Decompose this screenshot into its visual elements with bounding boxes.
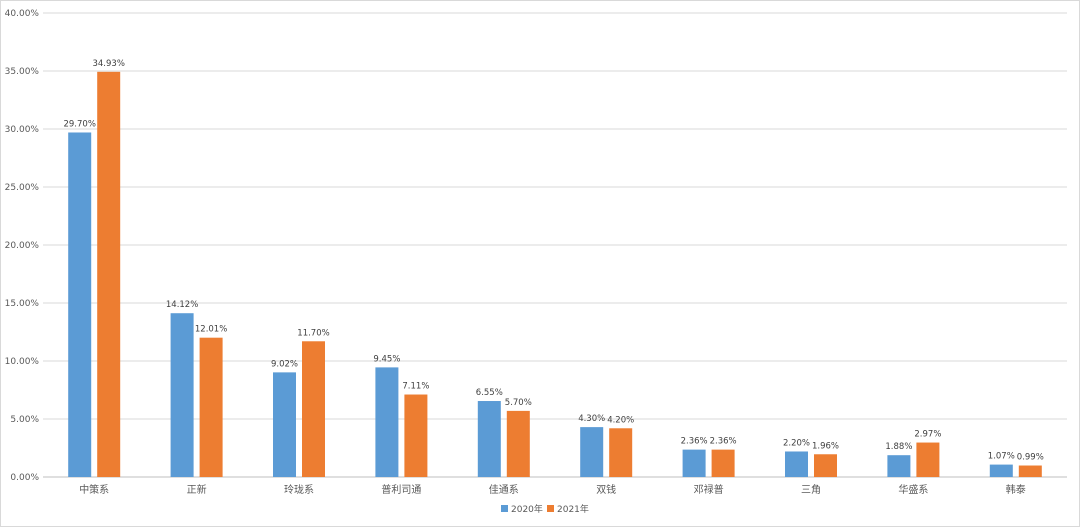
legend: 2020年 2021年 xyxy=(501,503,589,515)
category-label: 三角 xyxy=(801,484,821,496)
data-label: 2.97% xyxy=(914,430,941,440)
y-tick-label: 20.00% xyxy=(5,241,40,251)
legend-swatch xyxy=(547,505,554,512)
bar-s2 xyxy=(302,341,325,477)
bar-s1 xyxy=(887,455,911,477)
y-tick-label: 5.00% xyxy=(10,415,39,425)
data-label: 2.36% xyxy=(710,437,737,447)
bar-s2 xyxy=(97,71,121,477)
data-label: 4.20% xyxy=(607,415,634,425)
y-tick-label: 15.00% xyxy=(5,299,40,309)
bar-s1 xyxy=(682,449,706,477)
bar-s1 xyxy=(477,401,501,477)
category-label: 玲珑系 xyxy=(284,484,314,496)
data-label: 6.55% xyxy=(476,388,503,398)
data-label: 9.45% xyxy=(373,354,400,364)
bar-s1 xyxy=(375,367,399,477)
bar-s2 xyxy=(609,428,633,477)
y-tick-label: 25.00% xyxy=(5,183,40,193)
bar-s1 xyxy=(580,427,604,477)
data-label: 2.36% xyxy=(681,437,708,447)
bar-s2 xyxy=(404,394,428,477)
data-label: 9.02% xyxy=(271,359,298,369)
data-label: 7.11% xyxy=(402,382,429,392)
y-tick-label: 0.00% xyxy=(10,473,39,483)
category-label: 佳通系 xyxy=(489,483,519,496)
data-label: 2.20% xyxy=(783,438,810,448)
data-label: 11.70% xyxy=(297,328,329,338)
category-label: 邓禄普 xyxy=(694,483,724,496)
data-label: 1.96% xyxy=(812,441,839,451)
gridlines xyxy=(43,12,1067,478)
bar-s1 xyxy=(273,372,296,477)
y-axis-ticks: 0.00% 5.00% 10.00% 15.00% 20.00% 25.00% 30.00%… xyxy=(5,9,40,483)
data-label: 29.70% xyxy=(63,119,95,129)
y-tick-label: 30.00% xyxy=(5,125,40,135)
category-label: 普利司通 xyxy=(381,483,421,496)
bar-s2 xyxy=(916,442,940,477)
bar-s2 xyxy=(1018,465,1042,477)
data-label: 14.12% xyxy=(166,300,198,310)
bar-s2 xyxy=(711,449,735,477)
bars xyxy=(68,71,1042,478)
data-label: 1.07% xyxy=(988,452,1015,462)
category-label: 韩泰 xyxy=(1006,483,1026,496)
y-tick-label: 40.00% xyxy=(5,9,40,19)
bar-s1 xyxy=(170,313,194,477)
category-label: 中策系 xyxy=(79,483,109,496)
category-label: 华盛系 xyxy=(898,483,928,496)
data-label: 34.93% xyxy=(92,59,124,69)
bar-s2 xyxy=(199,337,223,477)
bar-s1 xyxy=(68,132,92,478)
legend-label: 2021年 xyxy=(557,503,589,515)
category-label: 正新 xyxy=(187,483,207,496)
bar-s1 xyxy=(785,451,808,477)
bar-s1 xyxy=(989,464,1013,477)
data-label: 5.70% xyxy=(505,398,532,408)
bar-s2 xyxy=(506,410,530,477)
y-tick-label: 35.00% xyxy=(5,67,40,77)
y-tick-label: 10.00% xyxy=(5,357,40,367)
data-labels: 29.70% 34.93% 14.12% 12.01% 9.02% 11.70% 9.45%… xyxy=(63,59,1043,463)
category-label: 双钱 xyxy=(596,483,616,496)
x-axis-categories: 中策系 正新 玲珑系 普利司通 佳通系 双钱 邓禄普 三角 华盛系 韩泰 xyxy=(79,483,1026,496)
legend-label: 2020年 xyxy=(511,503,543,515)
data-label: 12.01% xyxy=(195,325,227,335)
data-label: 0.99% xyxy=(1017,453,1044,463)
data-label: 4.30% xyxy=(578,414,605,424)
data-label: 1.88% xyxy=(885,442,912,452)
bar-s2 xyxy=(814,454,837,477)
legend-swatch xyxy=(501,505,508,512)
